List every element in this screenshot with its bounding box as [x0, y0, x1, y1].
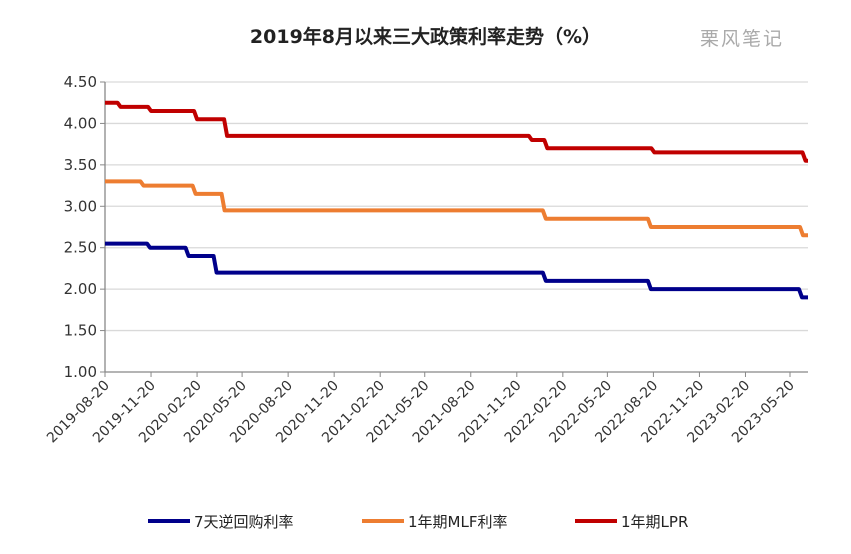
series-line-0	[105, 241, 809, 300]
y-tick-label: 1.50	[64, 322, 97, 340]
y-tick-label: 2.50	[64, 239, 97, 257]
legend-label: 7天逆回购利率	[194, 513, 294, 531]
y-tick-label: 4.50	[64, 73, 97, 91]
chart-title: 2019年8月以来三大政策利率走势（%）	[249, 26, 602, 48]
legend-label: 1年期MLF利率	[408, 513, 507, 531]
legend-label: 1年期LPR	[621, 513, 688, 531]
series-line-1	[105, 179, 809, 238]
y-tick-label: 4.00	[64, 114, 97, 132]
watermark: 栗风笔记	[700, 28, 785, 50]
y-tick-label: 3.50	[64, 156, 97, 174]
y-tick-label: 2.00	[64, 280, 97, 298]
y-tick-label: 3.00	[64, 197, 97, 215]
y-tick-label: 1.00	[64, 363, 97, 381]
series-line-2	[105, 100, 809, 163]
